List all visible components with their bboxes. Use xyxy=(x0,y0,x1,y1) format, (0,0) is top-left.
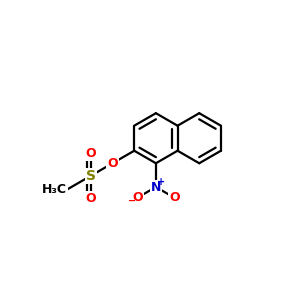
Text: O: O xyxy=(85,192,96,205)
Text: +: + xyxy=(157,177,165,187)
Text: H₃C: H₃C xyxy=(42,183,67,196)
Text: N: N xyxy=(151,181,161,194)
Text: O: O xyxy=(107,157,118,170)
Text: S: S xyxy=(86,169,96,183)
Text: O: O xyxy=(85,147,96,160)
Text: O: O xyxy=(169,191,180,204)
Text: O: O xyxy=(132,191,143,204)
Text: −: − xyxy=(128,196,136,206)
